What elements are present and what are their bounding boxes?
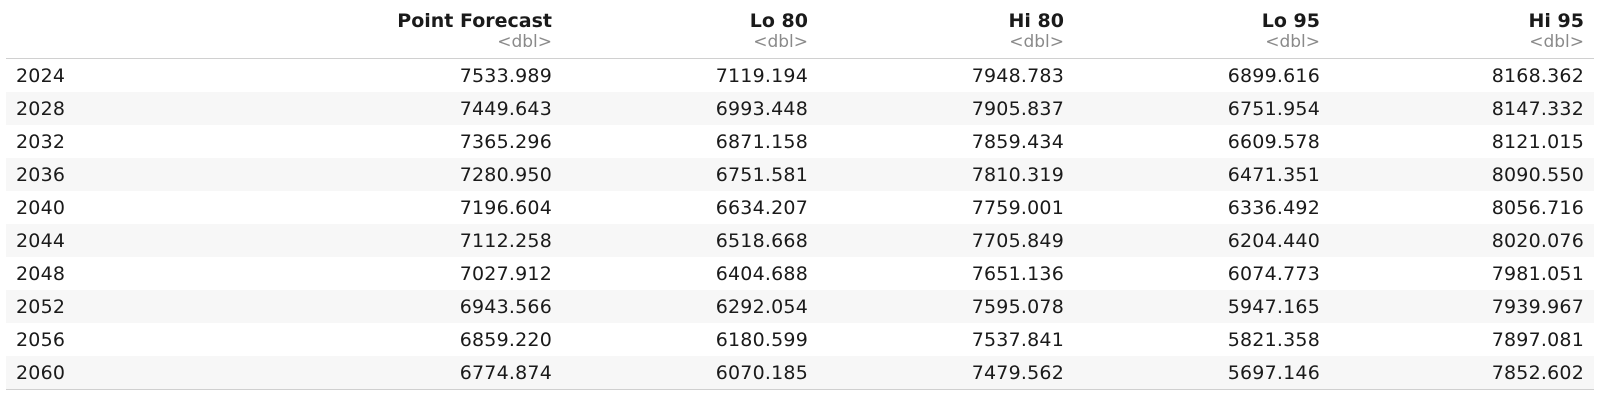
- column-name: Hi 80: [1008, 10, 1064, 32]
- lo-80-cell: 6993.448: [562, 92, 818, 125]
- hi-95-cell: 7897.081: [1491, 328, 1584, 351]
- column-type: <dbl>: [1529, 32, 1584, 52]
- table-row: 2052 6943.566 6292.054 7595.078 5947.165 7939…: [6, 290, 1594, 323]
- lo-80-cell: 6751.581: [562, 158, 818, 191]
- table-header: Point Forecast <dbl> Lo 80 <dbl> Hi 80 <…: [6, 0, 1594, 59]
- row-label-cell: 2052: [6, 290, 306, 323]
- table-row: 2036 7280.950 6751.581 7810.319 6471.351 8090…: [6, 158, 1594, 191]
- table-row: 2028 7449.643 6993.448 7905.837 6751.954 8147…: [6, 92, 1594, 125]
- column-name: Lo 95: [1261, 10, 1320, 32]
- hi-95-cell: 8090.550: [1330, 158, 1594, 191]
- point-forecast-cell: 6774.874: [306, 356, 562, 390]
- lo-95-cell: 6336.492: [1227, 196, 1320, 219]
- header-hi-95[interactable]: Hi 95 <dbl>: [1330, 0, 1594, 59]
- header-lo-95[interactable]: Lo 95 <dbl>: [1074, 0, 1330, 59]
- point-forecast-cell: 7112.258: [306, 224, 562, 257]
- lo-80-cell: 6404.688: [715, 262, 808, 285]
- row-label-cell: 2032: [16, 130, 66, 153]
- header-lo-80[interactable]: Lo 80 <dbl>: [562, 0, 818, 59]
- column-type: <dbl>: [497, 32, 552, 52]
- hi-80-cell: 7651.136: [971, 262, 1064, 285]
- header-point-forecast[interactable]: Point Forecast <dbl>: [306, 0, 562, 59]
- forecast-table: Point Forecast <dbl> Lo 80 <dbl> Hi 80 <…: [6, 0, 1594, 390]
- lo-80-cell: 7119.194: [715, 64, 808, 87]
- lo-80-cell: 6634.207: [715, 196, 808, 219]
- point-forecast-cell: 6943.566: [306, 290, 562, 323]
- row-label-cell: 2044: [6, 224, 306, 257]
- lo-95-cell: 5821.358: [1227, 328, 1320, 351]
- column-name: Lo 80: [749, 10, 808, 32]
- point-forecast-cell: 7449.643: [306, 92, 562, 125]
- table-row: 2060 6774.874 6070.185 7479.562 5697.146 7852…: [6, 356, 1594, 390]
- hi-80-cell: 7859.434: [971, 130, 1064, 153]
- lo-80-cell: 6180.599: [715, 328, 808, 351]
- point-forecast-cell: 7280.950: [306, 158, 562, 191]
- lo-95-cell: 6074.773: [1227, 262, 1320, 285]
- point-forecast-cell: 7027.912: [459, 262, 552, 285]
- point-forecast-cell: 7533.989: [459, 64, 552, 87]
- hi-80-cell: 7537.841: [971, 328, 1064, 351]
- hi-80-cell: 7810.319: [818, 158, 1074, 191]
- lo-80-cell: 6292.054: [562, 290, 818, 323]
- lo-95-cell: 6899.616: [1227, 64, 1320, 87]
- header-hi-80[interactable]: Hi 80 <dbl>: [818, 0, 1074, 59]
- hi-80-cell: 7759.001: [971, 196, 1064, 219]
- lo-95-cell: 5947.165: [1074, 290, 1330, 323]
- hi-95-cell: 8121.015: [1491, 130, 1584, 153]
- table-body: 2024 7533.989 7119.194 7948.783 6899.616 8168…: [6, 59, 1594, 390]
- row-label-cell: 2036: [6, 158, 306, 191]
- lo-95-cell: 6751.954: [1074, 92, 1330, 125]
- column-type: <dbl>: [1265, 32, 1320, 52]
- hi-80-cell: 7595.078: [818, 290, 1074, 323]
- row-label-cell: 2060: [6, 356, 306, 390]
- lo-80-cell: 6518.668: [562, 224, 818, 257]
- lo-80-cell: 6871.158: [715, 130, 808, 153]
- lo-80-cell: 6070.185: [562, 356, 818, 390]
- hi-80-cell: 7905.837: [818, 92, 1074, 125]
- column-type: <dbl>: [1009, 32, 1064, 52]
- point-forecast-cell: 6859.220: [459, 328, 552, 351]
- table-row: 2056 6859.220 6180.599 7537.841 5821.358 7897…: [6, 323, 1594, 356]
- row-label-cell: 2028: [6, 92, 306, 125]
- hi-95-cell: 8020.076: [1330, 224, 1594, 257]
- table-row: 2044 7112.258 6518.668 7705.849 6204.440 8020…: [6, 224, 1594, 257]
- column-name: Hi 95: [1528, 10, 1584, 32]
- point-forecast-cell: 7196.604: [459, 196, 552, 219]
- table-row: 2024 7533.989 7119.194 7948.783 6899.616 8168…: [6, 59, 1594, 93]
- hi-95-cell: 7939.967: [1330, 290, 1594, 323]
- point-forecast-cell: 7365.296: [459, 130, 552, 153]
- row-label-cell: 2024: [16, 64, 66, 87]
- table-row: 2032 7365.296 6871.158 7859.434 6609.578 8121…: [6, 125, 1594, 158]
- forecast-table-container: Point Forecast <dbl> Lo 80 <dbl> Hi 80 <…: [6, 0, 1594, 390]
- hi-80-cell: 7479.562: [818, 356, 1074, 390]
- row-label-cell: 2040: [16, 196, 66, 219]
- column-name: Point Forecast: [397, 10, 552, 32]
- hi-80-cell: 7948.783: [971, 64, 1064, 87]
- column-type: <dbl>: [753, 32, 808, 52]
- table-row: 2048 7027.912 6404.688 7651.136 6074.773 7981…: [6, 257, 1594, 290]
- hi-95-cell: 8168.362: [1491, 64, 1584, 87]
- hi-80-cell: 7705.849: [818, 224, 1074, 257]
- table-row: 2040 7196.604 6634.207 7759.001 6336.492 8056…: [6, 191, 1594, 224]
- hi-95-cell: 7852.602: [1330, 356, 1594, 390]
- hi-95-cell: 7981.051: [1491, 262, 1584, 285]
- hi-95-cell: 8147.332: [1330, 92, 1594, 125]
- row-label-cell: 2048: [16, 262, 66, 285]
- row-label-cell: 2056: [16, 328, 66, 351]
- lo-95-cell: 6204.440: [1074, 224, 1330, 257]
- lo-95-cell: 6609.578: [1227, 130, 1320, 153]
- header-rowname: [6, 0, 306, 59]
- lo-95-cell: 5697.146: [1074, 356, 1330, 390]
- hi-95-cell: 8056.716: [1491, 196, 1584, 219]
- lo-95-cell: 6471.351: [1074, 158, 1330, 191]
- header-row: Point Forecast <dbl> Lo 80 <dbl> Hi 80 <…: [6, 0, 1594, 59]
